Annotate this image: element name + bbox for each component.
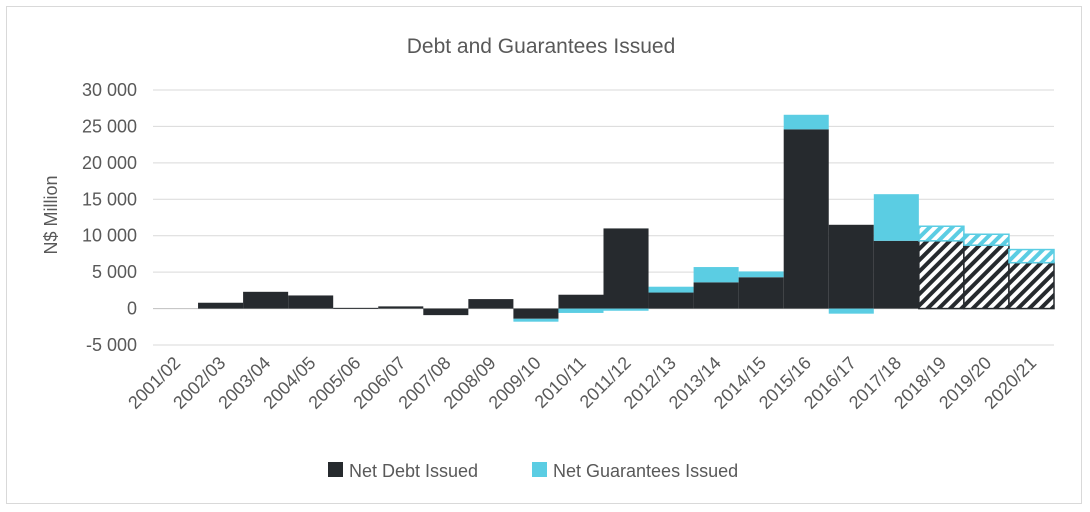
bar-net-debt-2016-17	[828, 224, 874, 309]
bar-net-guarantees-2014-15	[738, 271, 784, 278]
bar-net-debt-2004-05	[288, 295, 334, 309]
bar-net-guarantees-2019-20	[963, 233, 1010, 246]
bar-net-debt-2020-21	[1008, 261, 1055, 310]
y-tick-label: -5 000	[86, 335, 137, 355]
chart-title: Debt and Guarantees Issued	[407, 35, 676, 58]
bar-net-guarantees-2020-21	[1008, 248, 1055, 264]
y-tick-label: 15 000	[82, 189, 137, 209]
y-tick-label: 25 000	[82, 116, 137, 136]
bar-net-debt-2005-06	[333, 307, 379, 309]
bar-net-debt-2003-04	[243, 291, 289, 309]
legend-swatch-net-guarantees	[532, 462, 547, 477]
y-tick-label: 0	[127, 299, 137, 319]
x-axis-ticks: 2001/022002/032003/042004/052005/062006/…	[124, 353, 1040, 413]
bar-net-debt-2010-11	[558, 294, 604, 309]
bar-net-guarantees-2018-19	[918, 225, 965, 242]
bar-net-debt-2007-08	[423, 308, 469, 316]
y-tick-label: 20 000	[82, 153, 137, 173]
bar-net-debt-2009-10	[513, 308, 559, 319]
bar-net-debt-2011-12	[603, 228, 649, 309]
bar-net-guarantees-2010-11	[558, 308, 604, 313]
bar-net-debt-2002-03	[198, 302, 244, 309]
y-tick-label: 10 000	[82, 226, 137, 246]
legend: Net Debt Issued Net Guarantees Issued	[328, 461, 738, 481]
bar-net-debt-2017-18	[873, 240, 919, 309]
y-tick-label: 30 000	[82, 80, 137, 100]
bar-net-debt-2019-20	[963, 244, 1010, 310]
bar-net-debt-2013-14	[693, 282, 739, 309]
bar-net-guarantees-2009-10	[513, 318, 559, 322]
bars	[198, 114, 1055, 322]
y-axis-ticks: 30 000 25 000 20 000 15 000 10 000 5 000 0 -5 0…	[82, 80, 137, 355]
bar-net-debt-2008-09	[468, 299, 514, 309]
bar-net-debt-2012-13	[648, 292, 694, 309]
bar-net-guarantees-2011-12	[603, 308, 649, 311]
bar-net-guarantees-2017-18	[873, 194, 919, 241]
bar-net-debt-2014-15	[738, 277, 784, 309]
bar-net-debt-2018-19	[918, 240, 965, 310]
bar-net-guarantees-2012-13	[648, 286, 694, 293]
bar-net-debt-2006-07	[378, 306, 424, 309]
bar-net-guarantees-2015-16	[783, 114, 829, 130]
legend-label-net-debt: Net Debt Issued	[349, 461, 478, 481]
bar-net-guarantees-2013-14	[693, 267, 739, 283]
bar-net-guarantees-2016-17	[828, 308, 874, 314]
y-tick-label: 5 000	[92, 262, 137, 282]
legend-swatch-net-debt	[328, 462, 343, 477]
legend-label-net-guarantees: Net Guarantees Issued	[553, 461, 738, 481]
bar-net-debt-2015-16	[783, 129, 829, 309]
y-axis-label: N$ Million	[41, 175, 61, 254]
